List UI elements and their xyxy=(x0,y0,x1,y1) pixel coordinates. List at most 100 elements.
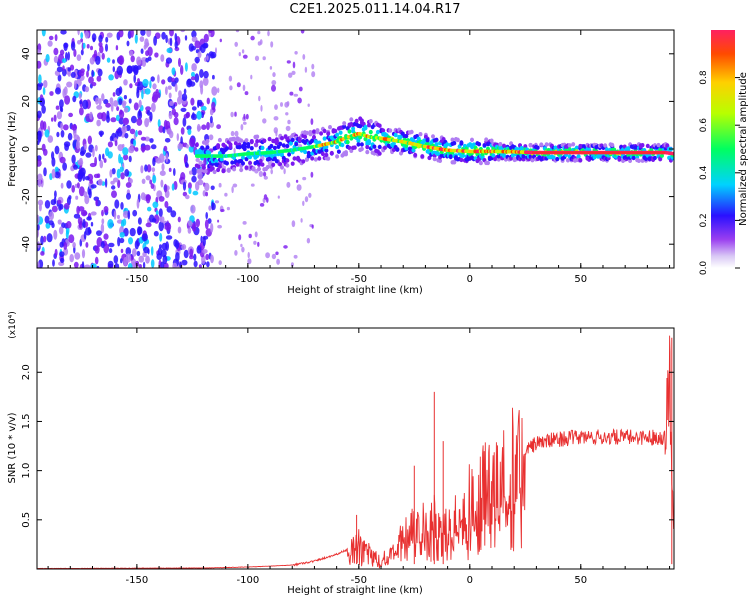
spectrogram-band-cell xyxy=(445,142,450,147)
spectrogram-noise-cell xyxy=(51,205,58,213)
spectrogram-noise-cell xyxy=(283,245,288,249)
spectrogram-noise-cell xyxy=(159,232,163,242)
spectrogram-noise-cell xyxy=(161,163,165,171)
spectrogram-noise-cell xyxy=(83,143,87,151)
spectrogram-noise-cell xyxy=(172,262,178,268)
spectrogram-noise-cell xyxy=(103,233,109,240)
spectrogram-ridge-cell xyxy=(671,151,674,156)
spectrogram-noise-cell xyxy=(37,84,42,91)
spectrogram-band-cell xyxy=(626,147,631,152)
spectrogram-noise-cell xyxy=(263,175,268,180)
spectrogram-band-cell xyxy=(304,157,309,162)
spectrogram-noise-cell xyxy=(209,115,213,124)
spectrogram-noise-cell xyxy=(96,119,101,127)
spectrogram-noise-cell xyxy=(174,83,178,93)
spectrogram-band-cell xyxy=(267,136,272,142)
spectrogram-band-cell xyxy=(205,138,210,144)
spectrogram-noise-cell xyxy=(70,71,76,78)
spectrogram-band-cell xyxy=(242,146,247,152)
spectrogram-noise-cell xyxy=(242,84,246,92)
spectrogram-noise-cell xyxy=(218,182,222,188)
spectrogram-noise-cell xyxy=(200,235,203,243)
spectrogram-noise-cell xyxy=(204,219,209,230)
spectrogram-noise-cell xyxy=(100,223,105,234)
spectrogram-noise-cell xyxy=(105,36,109,43)
spectrogram-noise-cell xyxy=(79,107,84,116)
spectrogram-noise-cell xyxy=(145,222,152,228)
spectrogram-noise-cell xyxy=(177,96,182,105)
spectrogram-band-cell xyxy=(459,157,464,163)
spectrogram-band-cell xyxy=(420,154,425,159)
spectrogram-noise-cell xyxy=(101,52,105,60)
spectrogram-band-cell xyxy=(328,125,332,130)
spectrogram-band-cell xyxy=(425,138,430,143)
spectrogram-noise-cell xyxy=(270,168,274,175)
spectrogram-noise-cell xyxy=(152,201,159,209)
spectrogram-band-cell xyxy=(349,117,354,122)
spectrogram-noise-cell xyxy=(158,196,165,202)
spectrogram-band-cell xyxy=(605,147,609,152)
spectrogram-band-cell xyxy=(294,141,299,147)
spectrogram-noise-cell xyxy=(180,136,183,145)
spectrogram-noise-cell xyxy=(233,147,236,154)
spectrogram-noise-cell xyxy=(306,237,311,244)
spectrogram-noise-cell xyxy=(150,144,157,150)
spectrogram-noise-cell xyxy=(138,255,145,263)
spectrogram-noise-cell xyxy=(94,144,98,152)
colorbar-tick-label: 0.8 xyxy=(699,70,709,85)
spectrogram-noise-cell xyxy=(190,45,196,51)
spectrogram-noise-cell xyxy=(53,47,59,56)
spectrogram-band-cell xyxy=(221,168,226,173)
spectrogram-noise-cell xyxy=(137,217,142,225)
spectrogram-band-cell xyxy=(226,167,231,172)
spectrogram-band-cell xyxy=(303,134,308,139)
spectrogram-noise-cell xyxy=(307,103,310,107)
spectrogram-noise-cell xyxy=(290,262,294,267)
spectrogram-noise-cell xyxy=(55,87,61,95)
spectrogram-band-cell xyxy=(319,131,324,136)
snr-line xyxy=(37,335,674,569)
spectrogram-noise-cell xyxy=(145,194,151,204)
spectrogram-noise-cell xyxy=(196,110,202,120)
spectrogram-band-cell xyxy=(352,145,357,150)
spectrogram-noise-cell xyxy=(189,170,193,175)
spectrogram-band-cell xyxy=(203,169,208,174)
spectrogram-noise-cell xyxy=(188,187,192,195)
spectrogram-noise-cell xyxy=(182,117,187,127)
spectrogram-noise-cell xyxy=(109,135,113,142)
spectrogram-noise-cell xyxy=(62,162,67,171)
colorbar-tick-label: 0.0 xyxy=(699,261,709,276)
spectrogram-noise-cell xyxy=(44,215,50,224)
spectrogram-noise-cell xyxy=(220,209,225,212)
spectrogram-band-cell xyxy=(345,139,350,145)
spectrogram-noise-cell xyxy=(74,252,81,260)
colorbar-tick-label: 0.4 xyxy=(699,165,709,180)
spectrogram-noise-cell xyxy=(89,111,93,120)
spectrogram-band-cell xyxy=(491,153,496,158)
spectrogram-noise-cell xyxy=(257,30,261,35)
spectrogram-band-cell xyxy=(257,166,261,172)
spectrogram-band-cell xyxy=(301,159,306,164)
spectrogram-noise-cell xyxy=(84,264,91,268)
spectrogram-noise-cell xyxy=(311,224,314,229)
spectrogram-noise-cell xyxy=(117,214,120,220)
spectrogram-noise-cell xyxy=(262,56,266,61)
spectrogram-noise-cell xyxy=(185,194,190,200)
spectrogram-noise-cell xyxy=(166,128,172,135)
x-tick-label: -100 xyxy=(237,274,260,285)
spectrogram-noise-cell xyxy=(189,81,196,87)
spectrogram-noise-cell xyxy=(145,175,151,181)
spectrogram-noise-cell xyxy=(56,66,64,73)
spectrogram-band-cell xyxy=(388,128,393,133)
spectrogram-noise-cell xyxy=(137,110,143,120)
spectrogram-noise-cell xyxy=(209,108,214,116)
chart-title: C2E1.2025.011.14.04.R17 xyxy=(289,2,461,17)
spectrogram-band-cell xyxy=(285,163,290,168)
spectrogram-noise-cell xyxy=(122,210,130,219)
spectrogram-noise-cell xyxy=(130,55,135,63)
spectrogram-band-cell xyxy=(450,137,455,142)
spectrogram-noise-cell xyxy=(103,206,109,213)
spectrogram-band-cell xyxy=(660,153,664,158)
spectrogram-noise-cell xyxy=(136,198,140,209)
spectrogram-band-cell xyxy=(628,158,633,163)
